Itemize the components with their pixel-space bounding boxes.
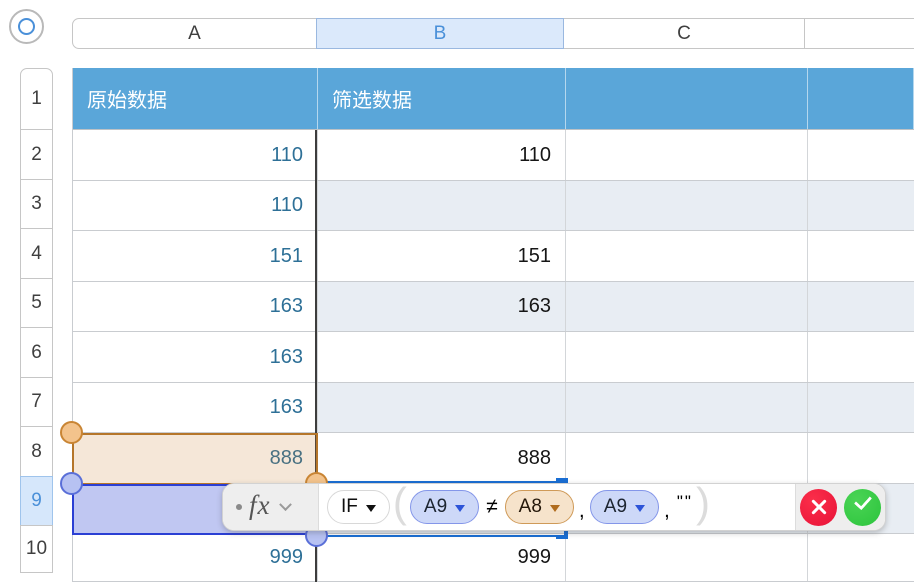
cell-b4[interactable]: 151 — [318, 231, 566, 281]
close-paren: ) — [695, 479, 710, 526]
table-row: 163 — [73, 332, 914, 383]
cell-c5[interactable] — [566, 282, 808, 331]
cell-c7[interactable] — [566, 383, 808, 432]
cell-a7[interactable]: 163 — [73, 383, 318, 432]
cell-c2[interactable] — [566, 130, 808, 180]
row-header-7[interactable]: 7 — [20, 377, 53, 427]
cell-d6[interactable] — [808, 332, 914, 382]
formula-token-strip: IF ( A9 ≠ A8 , A9 , "" ) — [319, 479, 710, 530]
table-row: 110 — [73, 181, 914, 231]
formula-functions-menu[interactable]: fx — [223, 484, 319, 530]
close-icon — [809, 498, 828, 517]
row-header-bar: 1 2 3 4 5 6 7 8 9 10 — [20, 68, 53, 573]
row-header-3[interactable]: 3 — [20, 179, 53, 229]
function-token-if[interactable]: IF — [327, 490, 390, 524]
not-equal-operator[interactable]: ≠ — [486, 495, 498, 518]
cell-c6[interactable] — [566, 332, 808, 382]
cell-c8[interactable] — [566, 433, 808, 483]
reference-token-a8[interactable]: A8 — [504, 490, 574, 524]
reference-token-a9[interactable]: A9 — [409, 490, 480, 524]
cell-a2[interactable]: 110 — [73, 130, 318, 180]
reference-highlight-a8 — [72, 433, 318, 485]
row-header-1[interactable]: 1 — [20, 68, 53, 130]
cell-a4[interactable]: 151 — [73, 231, 318, 281]
column-header-a[interactable]: A — [72, 18, 317, 49]
cell-c4[interactable] — [566, 231, 808, 281]
chevron-down-icon — [278, 497, 292, 511]
argument-separator: , — [578, 499, 585, 522]
active-cell-corner-mark — [556, 531, 568, 539]
cell-d3[interactable] — [808, 181, 914, 230]
table-menu-button[interactable] — [9, 9, 44, 44]
table-row: 163 163 — [73, 282, 914, 332]
formula-bar: fx IF ( A9 ≠ A8 , A9 , "" — [222, 479, 886, 531]
table-row: 999 999 — [73, 534, 914, 582]
cell-b3[interactable] — [318, 181, 566, 230]
cell-b1[interactable]: 筛选数据 — [318, 68, 566, 129]
cell-b7[interactable] — [318, 383, 566, 432]
selection-handle-a9-top[interactable] — [60, 472, 83, 495]
cell-d2[interactable] — [808, 130, 914, 180]
reference-token-label: A9 — [603, 496, 628, 517]
dropdown-arrow-icon — [455, 504, 466, 512]
row-header-6[interactable]: 6 — [20, 327, 53, 378]
row-header-5[interactable]: 5 — [20, 278, 53, 328]
column-header-bar: A B C — [72, 18, 914, 49]
function-token-label: IF — [341, 496, 358, 517]
row-header-4[interactable]: 4 — [20, 228, 53, 279]
active-cell-corner-mark — [556, 478, 568, 486]
table-row: 原始数据 筛选数据 — [73, 68, 914, 130]
cell-d1[interactable] — [808, 68, 914, 129]
cell-a3[interactable]: 110 — [73, 181, 318, 230]
selection-handle-a8-top[interactable] — [60, 421, 83, 444]
table-row: 163 — [73, 383, 914, 433]
dropdown-arrow-icon — [549, 504, 560, 512]
formula-actions — [795, 484, 885, 530]
cell-d10[interactable] — [808, 534, 914, 581]
open-paren: ( — [392, 479, 407, 526]
cell-d4[interactable] — [808, 231, 914, 281]
formula-dot-icon — [236, 504, 242, 510]
reference-token-label: A9 — [423, 496, 448, 517]
confirm-button[interactable] — [844, 488, 881, 526]
cell-b6[interactable] — [318, 332, 566, 382]
checkmark-icon — [853, 491, 873, 510]
cell-c1[interactable] — [566, 68, 808, 129]
cell-c3[interactable] — [566, 181, 808, 230]
cell-d5[interactable] — [808, 282, 914, 331]
cell-a5[interactable]: 163 — [73, 282, 318, 331]
fx-icon: fx — [249, 489, 271, 520]
column-header-d[interactable] — [804, 18, 914, 49]
cell-b2[interactable]: 110 — [318, 130, 566, 180]
dropdown-arrow-icon — [365, 504, 376, 512]
cell-b8[interactable]: 888 — [318, 433, 566, 483]
cell-a6[interactable]: 163 — [73, 332, 318, 382]
table-row: 151 151 — [73, 231, 914, 282]
table-handle-icon — [18, 18, 35, 35]
table-row: 110 110 — [73, 130, 914, 181]
cell-a10[interactable]: 999 — [73, 534, 318, 581]
row-header-10[interactable]: 10 — [20, 525, 53, 573]
column-a-right-border — [315, 130, 317, 582]
column-header-c[interactable]: C — [563, 18, 805, 49]
cell-d7[interactable] — [808, 383, 914, 432]
empty-string-literal[interactable]: "" — [676, 492, 693, 511]
cell-b5[interactable]: 163 — [318, 282, 566, 331]
row-header-9[interactable]: 9 — [20, 476, 53, 526]
reference-token-a9-2[interactable]: A9 — [589, 490, 660, 524]
column-header-b[interactable]: B — [316, 18, 564, 49]
dropdown-arrow-icon — [635, 504, 646, 512]
cancel-button[interactable] — [800, 488, 837, 526]
cell-b10[interactable]: 999 — [318, 534, 566, 581]
reference-token-label: A8 — [518, 496, 542, 517]
argument-separator: , — [664, 499, 670, 522]
row-header-8[interactable]: 8 — [20, 426, 53, 477]
row-header-2[interactable]: 2 — [20, 129, 53, 180]
cell-c10[interactable] — [566, 534, 808, 581]
cell-a1[interactable]: 原始数据 — [73, 68, 318, 129]
cell-d8[interactable] — [808, 433, 914, 483]
